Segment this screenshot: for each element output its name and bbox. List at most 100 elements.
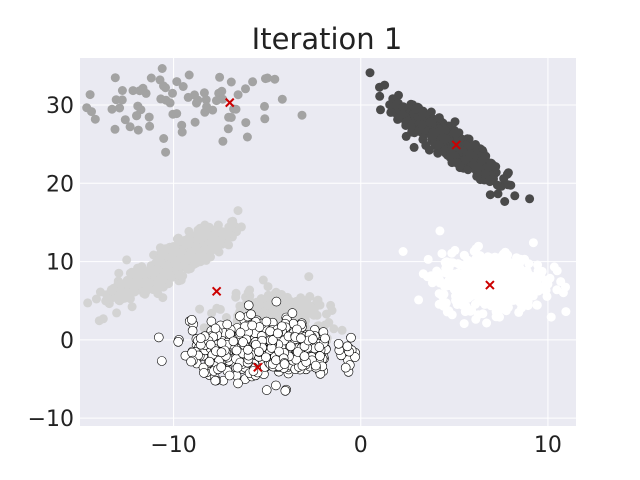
data-point [350,352,360,362]
data-point [178,82,188,91]
data-point [263,282,273,292]
data-point [406,121,416,131]
data-point [185,264,195,274]
data-point [285,341,296,352]
data-point [204,356,215,367]
data-point [469,246,479,256]
data-point [161,147,171,157]
data-point [471,314,481,324]
data-point [314,342,325,352]
data-point [411,104,421,114]
data-point [199,323,209,333]
data-point [507,282,517,292]
data-point [144,112,154,122]
data-point [154,332,164,343]
centroid-marker [253,362,263,372]
data-point [274,346,284,357]
series-cluster-4 [398,226,571,329]
data-point [199,88,209,98]
y-tick-label: 0 [60,329,74,354]
data-point [337,325,347,335]
data-point [521,294,530,304]
data-point [422,272,432,282]
data-point [503,180,513,190]
data-point [425,117,435,127]
x-axis-ticks: −10 0 10 [150,433,562,458]
data-point [153,289,163,299]
data-point [398,247,408,256]
data-point [231,104,241,114]
data-point [193,225,203,235]
data-point [307,334,318,344]
data-point [143,268,153,278]
data-point [243,344,253,355]
data-point [503,168,513,178]
data-point [449,285,459,295]
data-point [196,333,206,344]
data-point [401,131,411,141]
centroid-marker [225,97,235,108]
data-point [532,300,542,310]
data-point [501,306,511,316]
data-point [312,296,322,306]
data-point [191,241,201,251]
data-point [83,298,93,308]
data-point [129,284,139,294]
data-point [194,254,204,264]
data-point [448,269,457,279]
data-point [398,102,408,112]
data-point [110,73,120,83]
data-point [177,236,187,246]
data-point [287,308,298,318]
data-point [140,278,150,288]
data-point [235,327,246,338]
data-point [85,90,95,100]
data-point [186,356,196,367]
data-point [223,124,233,134]
data-point [163,265,173,275]
data-point [258,275,268,285]
data-point [340,362,351,373]
data-point [502,292,512,302]
data-point [151,265,161,275]
data-point [133,101,143,111]
data-point [218,136,228,146]
data-point [242,132,252,142]
data-point [434,289,444,299]
centroid-marker [485,280,495,290]
data-point [468,266,478,276]
data-point [414,295,424,305]
data-point [228,336,239,347]
data-point [409,142,419,152]
data-point [222,319,232,330]
data-point [322,309,331,319]
data-point [533,260,543,270]
data-point [140,286,150,296]
data-point [483,252,493,262]
data-point [156,280,166,290]
data-point [277,94,287,104]
data-point [524,259,534,269]
data-point [231,345,242,356]
data-point [459,251,469,260]
data-point [201,95,211,105]
data-point [299,351,310,362]
data-point [469,160,479,169]
data-point [376,105,385,115]
data-point [329,324,339,334]
data-point [271,296,282,307]
data-point [459,319,469,329]
series-cluster-1 [82,64,307,157]
data-point [243,300,254,311]
data-point [427,278,437,288]
data-point [260,101,269,111]
data-point [280,385,291,396]
data-point [231,292,241,302]
data-point [187,347,197,358]
data-point [263,73,272,83]
data-point [248,77,258,87]
y-axis-ticks: −10 0 10 20 30 [28,94,74,432]
data-point [184,70,194,80]
data-point [210,323,221,334]
data-point [187,325,198,336]
